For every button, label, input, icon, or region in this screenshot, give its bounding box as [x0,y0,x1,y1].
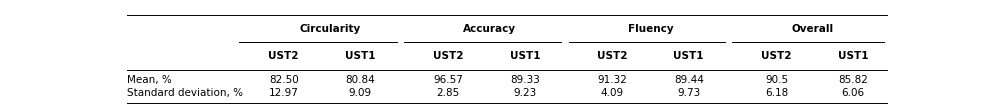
Text: Circularity: Circularity [299,24,360,34]
Text: 82.50: 82.50 [269,75,299,85]
Text: 91.32: 91.32 [598,75,627,85]
Text: 89.44: 89.44 [673,75,704,85]
Text: 89.33: 89.33 [511,75,540,85]
Text: 85.82: 85.82 [838,75,868,85]
Text: 9.09: 9.09 [349,88,372,98]
Text: Accuracy: Accuracy [463,24,517,34]
Text: UST1: UST1 [673,51,704,61]
Text: 9.23: 9.23 [514,88,536,98]
Text: UST1: UST1 [838,51,869,61]
Text: Mean, %: Mean, % [127,75,172,85]
Text: UST1: UST1 [510,51,540,61]
Text: UST2: UST2 [761,51,792,61]
Text: Overall: Overall [792,24,834,34]
Text: Fluency: Fluency [627,24,673,34]
Text: 90.5: 90.5 [765,75,788,85]
Text: UST2: UST2 [433,51,463,61]
Text: 12.97: 12.97 [269,88,299,98]
Text: 9.73: 9.73 [677,88,700,98]
Text: Standard deviation, %: Standard deviation, % [127,88,244,98]
Text: UST2: UST2 [268,51,299,61]
Text: 4.09: 4.09 [600,88,624,98]
Text: UST1: UST1 [345,51,376,61]
Text: 2.85: 2.85 [437,88,459,98]
Text: 80.84: 80.84 [345,75,375,85]
Text: 96.57: 96.57 [433,75,463,85]
Text: UST2: UST2 [598,51,627,61]
Text: 6.18: 6.18 [765,88,788,98]
Text: 6.06: 6.06 [841,88,865,98]
